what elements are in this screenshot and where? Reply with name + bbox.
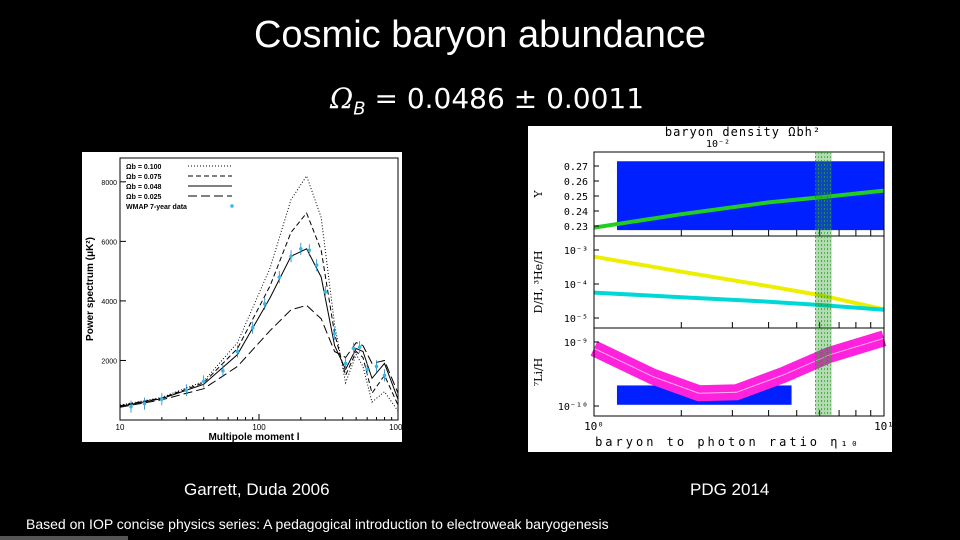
cmb-measurement-band xyxy=(815,152,832,416)
series-line-3 xyxy=(119,304,399,408)
y-tick-label: 0.24 xyxy=(564,207,588,218)
wmap-data-point xyxy=(184,388,189,393)
y-tick-label: 10⁻³ xyxy=(564,246,588,257)
cmb-spectrum-chart: 10 100 1000 2000 4000 6000 8000 Ωb = 0.100 Ωb =… xyxy=(85,157,407,443)
y-tick-label: 10⁻¹⁰ xyxy=(558,402,588,413)
abundance-curve xyxy=(593,290,885,312)
wmap-data-point xyxy=(262,302,267,306)
wmap-data-point xyxy=(250,325,255,330)
wmap-data-point xyxy=(374,364,379,369)
wmap-data-point xyxy=(201,379,206,384)
wmap-data-point xyxy=(382,373,387,378)
x-axis-label: baryon to photon ratio η₁₀ xyxy=(595,435,861,449)
y-tick-label: 10⁻⁹ xyxy=(564,338,588,349)
top-axis-exponent: 10⁻² xyxy=(706,139,730,150)
footer-bar xyxy=(0,536,128,540)
legend-marker xyxy=(230,204,234,208)
y-tick-label: 0.25 xyxy=(564,192,588,203)
wmap-data-point xyxy=(277,275,282,279)
y-tick-label: 6000 xyxy=(101,239,117,246)
formula-omega: Ω xyxy=(330,82,354,115)
y-tick-label: 0.23 xyxy=(564,222,588,233)
x-tick-label: 100 xyxy=(252,423,266,432)
wmap-data-point xyxy=(160,397,164,401)
x-axis-label: Multipole moment l xyxy=(208,432,299,442)
y-tick-label: 10⁻⁴ xyxy=(564,280,588,291)
wmap-data-point xyxy=(323,290,328,294)
panel-y-label: D/H, ³He/H xyxy=(532,251,545,314)
panel-frame xyxy=(593,327,885,417)
legend-label: Ωb = 0.048 xyxy=(126,184,161,191)
bbn-abundance-panel: baryon density Ωbh² 10⁻² 0.27 0.26 0.25 0.2… xyxy=(528,125,894,452)
wmap-data-point xyxy=(235,349,240,354)
x-tick-label: 10⁰ xyxy=(584,420,604,433)
series-line-1 xyxy=(119,212,399,407)
x-tick-label: 10 xyxy=(116,423,125,432)
wmap-data-point xyxy=(289,254,293,259)
abundance-curve xyxy=(593,188,885,230)
wmap-data-point xyxy=(299,247,303,251)
y-tick-label: 4000 xyxy=(101,299,117,306)
legend-label: WMAP 7-year data xyxy=(126,204,187,211)
wmap-data-point xyxy=(129,404,133,409)
wmap-data-point xyxy=(357,345,362,349)
wmap-data-point xyxy=(351,346,356,351)
bbn-abundance-chart: baryon density Ωbh² 10⁻² 0.27 0.26 0.25 0.2… xyxy=(532,125,894,449)
abundance-curve xyxy=(590,330,887,402)
series-line-2 xyxy=(119,248,399,407)
formula-value: = 0.0486 ± 0.0011 xyxy=(365,82,645,115)
y-axis-label: Power spectrum (μK²) xyxy=(85,237,96,341)
legend-label: Ωb = 0.100 xyxy=(126,164,161,171)
panel-y-label: ⁷Li/H xyxy=(532,358,545,387)
caption-left: Garrett, Duda 2006 xyxy=(184,480,330,499)
legend-label: Ωb = 0.025 xyxy=(126,194,161,201)
wmap-data-point xyxy=(332,331,337,336)
wmap-data-point xyxy=(365,367,369,372)
legend-label: Ωb = 0.075 xyxy=(126,174,161,181)
wmap-data-point xyxy=(142,401,147,406)
cmb-spectrum-panel: 10 100 1000 2000 4000 6000 8000 Ωb = 0.100 Ωb =… xyxy=(82,152,407,443)
wmap-data-point xyxy=(343,361,348,366)
y-tick-label: 10⁻⁵ xyxy=(564,314,588,325)
wmap-data-point xyxy=(314,263,319,267)
series-line-0 xyxy=(119,174,399,412)
x-tick-label: 10¹ xyxy=(874,420,892,433)
plot-frame xyxy=(119,157,399,421)
y-tick-label: 8000 xyxy=(101,180,117,187)
abundance-curve-center xyxy=(593,337,885,394)
wmap-data-point xyxy=(307,248,312,253)
top-axis-label: baryon density Ωbh² xyxy=(665,126,821,139)
footer-citation: Based on IOP concise physics series: A p… xyxy=(26,516,609,532)
formula-subscript: B xyxy=(353,98,366,120)
caption-right: PDG 2014 xyxy=(690,480,770,499)
panel-y-label: Y xyxy=(532,190,545,199)
slide-title: Cosmic baryon abundance xyxy=(253,14,707,56)
y-tick-label: 2000 xyxy=(101,358,117,365)
y-tick-label: 0.27 xyxy=(564,162,588,173)
abundance-curve xyxy=(593,254,885,312)
x-tick-label: 1000 xyxy=(389,423,402,432)
y-tick-label: 0.26 xyxy=(564,177,588,188)
baryon-density-formula: ΩB = 0.0486 ± 0.0011 xyxy=(330,82,644,120)
wmap-data-point xyxy=(221,369,225,373)
